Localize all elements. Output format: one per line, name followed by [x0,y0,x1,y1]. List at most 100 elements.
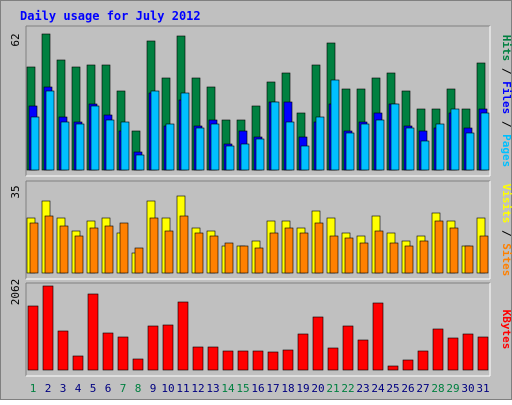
kbytes-bar [357,339,369,371]
sites-bar [179,215,189,274]
pages-bar [90,105,100,171]
pages-bar [345,132,355,171]
x-tick-label: 1 [30,382,37,395]
sites-bar [389,242,399,274]
pages-bar [420,140,430,171]
pages-bar [75,123,85,171]
hits-files-pages-legend-part: Pages [500,134,512,167]
sites-bar [374,230,384,274]
pages-bar [300,145,310,171]
kbytes-bar [72,355,84,371]
hits-files-pages-panel [25,25,491,177]
visits-sites-panel [25,180,491,280]
x-tick-label: 21 [326,382,339,395]
visits-sites-legend: Visits / Sites [500,184,512,277]
kbytes-bar [132,358,144,371]
sites-bar [194,232,204,274]
sites-bar [89,227,99,274]
x-tick-label: 31 [476,382,489,395]
kbytes-bar [417,350,429,371]
x-tick-label: 19 [296,382,309,395]
pages-bar [330,79,340,171]
kbytes-bar [372,302,384,371]
x-tick-label: 28 [431,382,444,395]
x-axis-labels: 1 2 3 4 5 6 7 8 9 10 11 12 13 14 15 16 17 18 19 20 21 22 23 24 2… [30,382,490,395]
sites-bar [419,240,429,274]
chart-title: Daily usage for July 2012 [20,9,201,23]
sites-bar [449,227,459,274]
sites-bar [359,242,369,274]
x-tick-label: 15 [236,382,249,395]
kbytes-bar [312,316,324,371]
x-tick-label: 4 [75,382,82,395]
sites-bar [224,242,234,274]
pages-bar [375,119,385,171]
x-tick-label: 27 [416,382,429,395]
pages-bar [45,90,55,171]
kbytes-bar [147,325,159,371]
pages-bar [360,123,370,171]
hits-files-pages-legend-part: Hits [500,35,512,62]
pages-bar [135,154,145,171]
hits-files-pages-legend-part: / [500,114,512,134]
kbytes-bar [237,350,249,371]
chart-panels: 62 Hits / Files / Pages 35 Visits / Sites 20… [9,25,512,377]
x-tick-label: 6 [105,382,112,395]
kbytes-bar [297,333,309,371]
pages-bar [150,90,160,171]
kbytes-panel [25,282,491,377]
x-tick-label: 10 [161,382,174,395]
sites-bar [299,232,309,274]
pages-bar [165,123,175,171]
kbytes-bar [27,305,39,371]
kbytes-bar [387,365,399,371]
pages-bar [225,145,235,171]
kbytes-ymax-label: 2062 [9,279,22,306]
sites-bar [134,247,144,274]
pages-bar [465,132,475,171]
x-tick-label: 20 [311,382,324,395]
kbytes-bar [102,332,114,371]
kbytes-bar [282,349,294,371]
x-tick-label: 30 [461,382,474,395]
x-tick-label: 22 [341,382,354,395]
sites-bar [239,245,249,274]
x-tick-label: 7 [120,382,127,395]
pages-bar [180,92,190,171]
sites-bar [269,232,279,274]
hits-ymax-label: 62 [9,33,22,46]
pages-bar [120,121,130,171]
kbytes-bar [192,346,204,371]
kbytes-bar [432,328,444,371]
visits-ymax-label: 35 [9,185,22,198]
x-tick-label: 26 [401,382,414,395]
sites-bar [479,235,489,274]
pages-bar [255,138,265,171]
kbytes-bar [447,337,459,371]
pages-bar [270,101,280,171]
x-tick-label: 9 [150,382,157,395]
hits-files-pages-legend-part: Files [500,81,512,114]
sites-bar [29,222,39,274]
x-tick-label: 2 [45,382,52,395]
visits-sites-legend-part: Visits [500,184,512,224]
sites-bar [74,235,84,274]
sites-bar [314,222,324,274]
pages-bar [240,143,250,171]
sites-bar [254,247,264,274]
kbytes-bar [402,359,414,371]
x-tick-label: 11 [176,382,189,395]
pages-bar [285,121,295,171]
kbytes-bar [462,333,474,371]
sites-bar [59,225,69,274]
x-tick-label: 24 [371,382,385,395]
x-tick-label: 25 [386,382,399,395]
pages-bar [60,121,70,171]
pages-bar [405,127,415,171]
kbytes-bar [87,293,99,371]
pages-bar [435,123,445,171]
sites-bar [164,230,174,274]
x-tick-label: 8 [135,382,142,395]
